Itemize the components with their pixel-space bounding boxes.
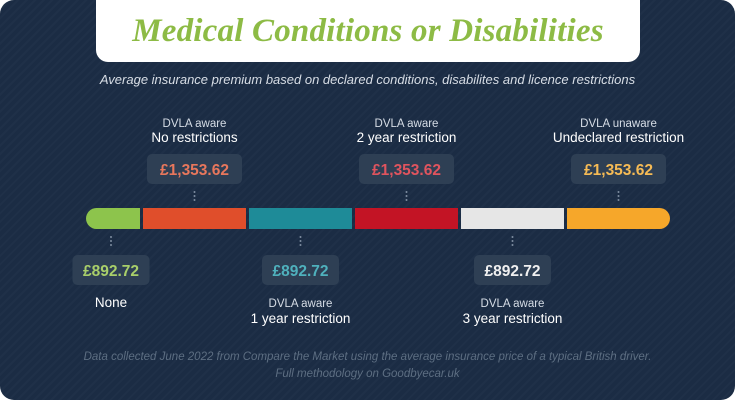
- connector-dots: [193, 191, 196, 193]
- connector-dots: [110, 240, 112, 242]
- connector-dots: [511, 240, 514, 242]
- category-label: Undeclared restriction: [553, 130, 684, 145]
- title-banner: Medical Conditions or Disabilities: [96, 0, 640, 62]
- value-label: £892.72: [83, 263, 139, 280]
- value-label: £1,353.62: [372, 162, 441, 179]
- footnote: Data collected June 2022 from Compare th…: [0, 349, 735, 383]
- category-label: 2 year restriction: [357, 130, 457, 145]
- category-small-label: DVLA unaware: [580, 118, 657, 130]
- value-label: £1,353.62: [584, 162, 653, 179]
- category-label: No restrictions: [151, 130, 238, 145]
- connector-dots: [617, 195, 620, 197]
- bar-segment: [355, 208, 458, 229]
- footnote-line-1: Data collected June 2022 from Compare th…: [83, 351, 652, 363]
- value-box: [359, 154, 454, 184]
- category-small-label: DVLA aware: [269, 298, 333, 310]
- page-title: Medical Conditions or Disabilities: [132, 12, 604, 49]
- value-box: [147, 154, 242, 184]
- connector-dots: [405, 195, 408, 197]
- connector-dots: [617, 191, 620, 193]
- value-label: £1,353.62: [160, 162, 229, 179]
- category-label: 3 year restriction: [463, 311, 563, 326]
- connector-dots: [405, 191, 408, 193]
- value-label: £892.72: [484, 263, 540, 280]
- connector-dots: [617, 199, 620, 201]
- category-small-label: DVLA aware: [163, 118, 227, 130]
- footnote-line-2: Full methodology on Goodbyecar.uk: [275, 368, 460, 380]
- category-small-label: DVLA aware: [375, 118, 439, 130]
- connector-dots: [110, 236, 112, 238]
- connector-dots: [193, 195, 196, 197]
- subtitle: Average insurance premium based on decla…: [99, 72, 636, 87]
- category-label: 1 year restriction: [251, 311, 351, 326]
- connector-dots: [299, 236, 302, 238]
- bar-segment: [567, 208, 670, 229]
- connector-dots: [511, 244, 514, 246]
- category-small-label: DVLA aware: [481, 298, 545, 310]
- connector-dots: [511, 236, 514, 238]
- bar-segment: [143, 208, 246, 229]
- connector-dots: [299, 240, 302, 242]
- connector-dots: [405, 199, 408, 201]
- bar-segment: [86, 208, 140, 229]
- connector-dots: [193, 199, 196, 201]
- value-box: [571, 154, 666, 184]
- category-label: None: [95, 295, 127, 310]
- value-label: £892.72: [272, 263, 328, 280]
- connector-dots: [299, 244, 302, 246]
- value-box: [474, 255, 551, 285]
- connector-dots: [110, 244, 112, 246]
- bar-segment: [461, 208, 564, 229]
- value-box: [72, 255, 150, 285]
- bar-segment: [249, 208, 352, 229]
- value-box: [262, 255, 339, 285]
